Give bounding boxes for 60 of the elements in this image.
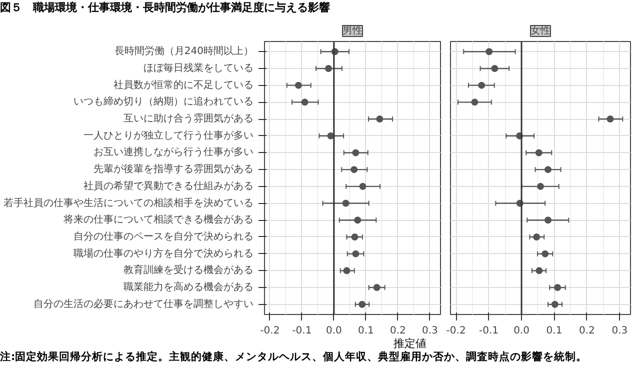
point — [535, 149, 542, 156]
y-tick-label: 将来の仕事について相談できる機会がある — [62, 214, 254, 226]
x-tick-label: 0.1 — [358, 326, 374, 336]
point — [350, 166, 358, 174]
y-tick-label: 一人ひとりが独立して行う仕事が多い — [84, 129, 254, 142]
point — [471, 98, 478, 106]
y-tick-label: いつも締め切り（納期）に追われている — [74, 96, 254, 108]
x-tick-label: -0.2 — [260, 326, 280, 336]
point — [358, 300, 366, 308]
point — [354, 216, 362, 224]
point — [551, 300, 558, 308]
x-tick-label: -0.1 — [479, 326, 499, 336]
chart-subtitle: 女性 — [530, 24, 550, 36]
point — [544, 166, 552, 174]
point — [478, 82, 486, 89]
y-tick-label: 互いに助け合う雰囲気がある — [124, 112, 254, 125]
point — [542, 250, 549, 258]
y-tick-label: 先輩が後輩を指導する雰囲気がある — [94, 163, 254, 176]
point — [359, 182, 366, 190]
y-tick-label: 自分の仕事のペースを自分で決められる — [74, 230, 254, 242]
point — [536, 267, 543, 274]
point — [352, 250, 360, 258]
point — [325, 64, 332, 72]
y-tick-label: 若手社員の仕事や生活についての相談相手を決めている — [4, 196, 254, 209]
point — [342, 200, 350, 207]
x-tick-label: -0.1 — [292, 326, 312, 336]
x-tick-label: -0.2 — [446, 326, 466, 336]
x-tick-label: 0.0 — [514, 326, 530, 336]
text: 図５ 職場環境・仕事環境・長時間労働が仕事満足度に与える影響 — [0, 0, 330, 16]
x-tick-label: 0.2 — [579, 326, 595, 336]
point — [544, 216, 552, 224]
y-tick-label: 教育訓練を受ける機会がある — [124, 264, 254, 276]
y-tick-label: お互い連携しながら行う仕事が多い — [94, 146, 254, 158]
y-tick-label: 長時間労働（月240時間以上） — [114, 45, 254, 58]
text: 注:固定効果回帰分析による推定。主観的健康、メンタルヘルス、個人年収、典型雇用か否か、調査時点の影響を統制。 — [0, 350, 588, 365]
x-tick-label: 0.0 — [326, 326, 342, 336]
x-tick-label: 0.3 — [422, 326, 438, 336]
point — [343, 267, 350, 274]
y-tick-label: 職業能力を高める機会がある — [124, 281, 254, 294]
point — [533, 233, 540, 240]
point — [352, 149, 360, 156]
point — [554, 284, 562, 292]
point — [537, 182, 544, 190]
x-tick-label: 0.2 — [390, 326, 406, 336]
y-tick-label: ほぼ毎日残業をしている — [144, 62, 254, 74]
point — [301, 98, 308, 106]
y-tick-label: 自分の生活の必要にあわせて仕事を調整しやすい — [34, 298, 254, 310]
x-axis-title: 推定値 — [394, 336, 426, 350]
x-tick-label: 0.1 — [546, 326, 562, 336]
point — [294, 82, 302, 89]
x-tick-label: 0.3 — [612, 326, 628, 336]
y-tick-label: 社員数が恒常的に不足している — [114, 78, 254, 91]
point — [376, 116, 384, 123]
point — [351, 233, 358, 240]
y-tick-label: 社員の希望で異動できる仕組みがある — [84, 180, 254, 192]
point — [491, 64, 498, 72]
point — [606, 116, 614, 123]
point — [373, 284, 380, 292]
point — [486, 48, 493, 56]
y-tick-label: 職場の仕事のやり方を自分で決められる — [74, 247, 254, 260]
